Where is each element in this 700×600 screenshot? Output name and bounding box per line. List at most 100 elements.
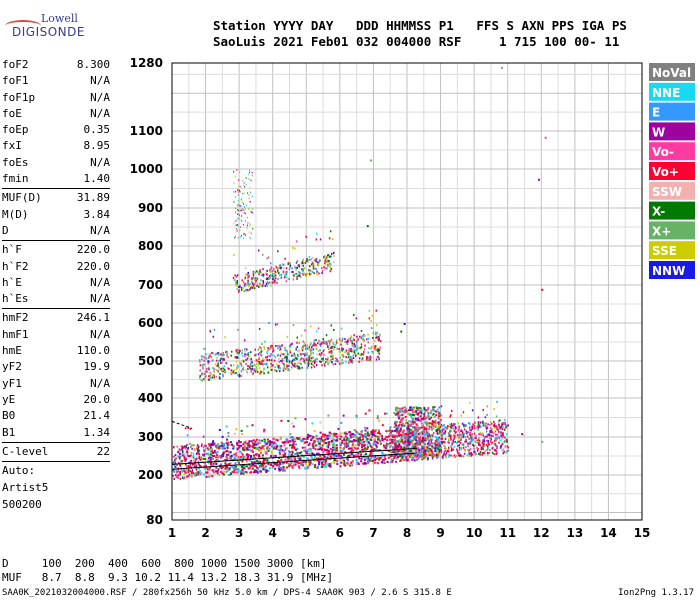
echo-point [332,345,334,348]
echo-point [341,456,344,459]
echo-point [253,471,256,474]
echo-point [321,364,323,367]
echo-point [218,473,221,476]
echo-point [191,472,193,475]
echo-point [406,436,409,439]
echo-point [453,454,456,457]
echo-point [415,440,418,443]
echo-point [306,452,309,455]
echo-point [349,359,352,362]
echo-point [427,458,429,461]
echo-point [272,348,274,351]
echo-point [309,460,312,463]
x-tick-label: 10 [466,526,483,540]
echo-point [326,263,329,266]
echo-point [314,465,317,468]
echo-point [472,423,474,426]
echo-point [286,439,289,442]
echo-point [301,349,304,352]
echo-point [178,461,180,464]
echo-point [262,468,265,471]
echo-point [436,451,439,454]
echo-point [275,462,278,465]
echo-point [244,220,246,222]
echo-point [303,460,306,463]
echo-point [443,444,445,447]
echo-point [243,467,246,470]
echo-point [338,442,341,445]
echo-point [498,438,501,441]
echo-point [467,444,469,447]
echo-point [477,443,480,446]
echo-point [376,442,379,445]
echo-point [440,441,443,444]
echo-point [351,339,354,342]
echo-point [177,470,179,473]
echo-point [407,438,410,441]
echo-point [375,334,378,337]
echo-point [333,254,335,257]
param-row: B0 21.4 [2,408,110,424]
echo-point [285,267,288,270]
echo-point [304,362,306,365]
echo-point [403,449,406,452]
echo-point [391,429,394,432]
echo-point [484,425,487,428]
echo-point [288,444,291,447]
echo-point [324,357,327,360]
echo-point [290,465,293,468]
echo-point [249,351,252,354]
echo-point [312,356,314,359]
echo-point [267,349,269,352]
echo-point [221,466,224,469]
echo-point [201,364,204,367]
echo-point [203,363,205,366]
echo-point [315,344,318,347]
echo-point [297,271,300,274]
echo-point [390,450,393,453]
echo-point [249,288,251,291]
echo-point [233,254,235,257]
echo-point [425,422,428,425]
echo-point [375,336,377,339]
echo-point [425,409,428,412]
echo-point [453,436,456,439]
echo-point [245,471,248,474]
echo-point [412,456,415,459]
echo-point [254,370,257,373]
echo-point [498,424,500,427]
echo-point [285,272,288,275]
echo-point [215,363,217,366]
echo-point [498,431,500,434]
echo-point [422,440,425,443]
echo-point [235,283,237,286]
echo-point [375,432,378,435]
echo-point [248,446,251,449]
echo-point [424,416,427,419]
echo-point [322,440,325,443]
echo-point [248,285,250,288]
echo-point [381,451,384,454]
echo-point [273,443,276,446]
echo-point [236,274,239,277]
echo-point [414,450,417,453]
echo-point [194,458,196,461]
echo-point [423,411,426,414]
echo-point [487,452,489,455]
echo-point [294,448,297,451]
echo-point [349,447,352,450]
echo-point [405,456,408,459]
echo-point [249,186,251,189]
echo-point [481,451,484,454]
echo-point [358,357,361,360]
echo-point [397,432,400,435]
echo-point [246,359,248,362]
echo-point [228,467,231,470]
echo-point [430,409,433,412]
echo-point [344,445,347,448]
echo-point [458,431,461,434]
echo-point [391,446,394,449]
echo-point [295,356,297,359]
echo-point [501,435,504,438]
echo-point [506,424,508,427]
